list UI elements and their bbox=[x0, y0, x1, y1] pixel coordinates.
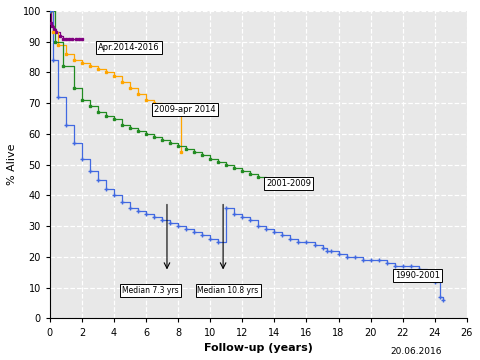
X-axis label: Follow-up (years): Follow-up (years) bbox=[204, 343, 313, 353]
Text: Median 10.8 yrs: Median 10.8 yrs bbox=[197, 286, 259, 295]
Text: 20.06.2016: 20.06.2016 bbox=[390, 347, 442, 356]
Text: 2001-2009: 2001-2009 bbox=[266, 179, 312, 188]
Text: 2009-apr 2014: 2009-apr 2014 bbox=[154, 105, 216, 114]
Text: Median 7.3 yrs: Median 7.3 yrs bbox=[122, 286, 179, 295]
Y-axis label: % Alive: % Alive bbox=[7, 144, 17, 185]
Text: 1990-2001: 1990-2001 bbox=[395, 271, 440, 280]
Text: Apr.2014-2016: Apr.2014-2016 bbox=[98, 43, 160, 52]
